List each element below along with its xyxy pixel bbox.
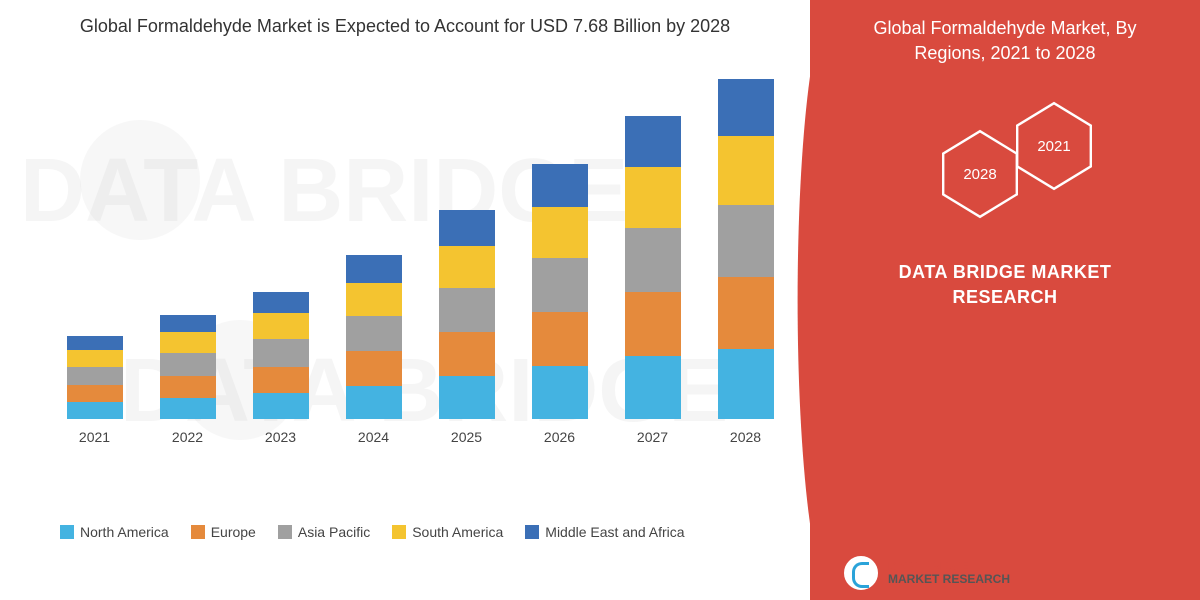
legend-swatch [278,525,292,539]
bar-stack [532,164,588,419]
hex-label: 2028 [963,166,996,183]
legend-label: Asia Pacific [298,524,370,540]
bar-segment [625,356,681,419]
bar-category-label: 2024 [358,429,389,445]
bar-segment [160,332,216,353]
bar-column: 2027 [620,116,685,445]
bar-segment [718,136,774,205]
legend-item: South America [392,524,503,540]
legend-label: Europe [211,524,256,540]
bar-segment [346,255,402,283]
bar-stack [718,79,774,419]
brand-text: DATA BRIDGE MARKET RESEARCH [810,260,1200,310]
bar-segment [718,277,774,348]
bar-stack [625,116,681,419]
legend-item: Europe [191,524,256,540]
hex-badge-2028: 2028 [940,128,1020,220]
brand-line: DATA BRIDGE MARKET [810,260,1200,285]
legend-item: Middle East and Africa [525,524,684,540]
bar-stack [439,210,495,419]
bar-segment [67,367,123,385]
bar-segment [67,385,123,402]
bar-column: 2028 [713,79,778,445]
bar-stack [67,336,123,419]
bar-column: 2023 [248,292,313,445]
bar-segment [67,336,123,349]
legend-label: North America [80,524,169,540]
bar-column: 2022 [155,315,220,445]
footer-logo: DATA BRIDGE MARKET RESEARCH [842,554,1010,592]
bar-category-label: 2022 [172,429,203,445]
bar-segment [439,332,495,376]
bar-segment [532,366,588,419]
right-panel: Global Formaldehyde Market, By Regions, … [810,0,1200,600]
bar-category-label: 2025 [451,429,482,445]
hex-badge-2021: 2021 [1014,100,1094,192]
bar-segment [253,393,309,419]
bar-segment [253,339,309,367]
bar-segment [253,292,309,313]
chart-title: Global Formaldehyde Market is Expected t… [0,0,810,39]
chart-panel: Global Formaldehyde Market is Expected t… [0,0,810,600]
legend-swatch [392,525,406,539]
bar-segment [346,386,402,419]
bar-segment [67,402,123,419]
bar-segment [718,349,774,419]
bar-stack [253,292,309,419]
bar-segment [532,312,588,365]
bar-segment [439,288,495,333]
bar-segment [160,353,216,376]
bar-segment [67,350,123,367]
bar-segment [718,79,774,136]
bar-segment [346,351,402,385]
bar-segment [532,164,588,207]
bar-segment [532,258,588,312]
bar-segment [160,376,216,398]
bar-stack [160,315,216,419]
bar-segment [346,316,402,351]
chart-area: 2021 2022 2023 2024 2025 2026 2027 2028 [50,95,790,475]
bar-segment [160,315,216,332]
legend-item: North America [60,524,169,540]
bar-segment [625,116,681,166]
logo-line: MARKET RESEARCH [888,573,1010,586]
logo-icon [842,554,880,592]
bar-column: 2024 [341,255,406,445]
bar-column: 2025 [434,210,499,445]
bar-stack [346,255,402,419]
legend-swatch [191,525,205,539]
bar-segment [439,376,495,419]
bar-segment [253,313,309,339]
legend-swatch [525,525,539,539]
bar-column: 2026 [527,164,592,445]
legend-label: Middle East and Africa [545,524,684,540]
chart-legend: North America Europe Asia Pacific South Ame… [60,524,685,540]
bar-segment [160,398,216,419]
bar-category-label: 2028 [730,429,761,445]
hex-label: 2021 [1037,138,1070,155]
bar-segment [625,292,681,356]
bar-category-label: 2023 [265,429,296,445]
bar-segment [718,205,774,277]
bar-segment [439,246,495,288]
bar-category-label: 2021 [79,429,110,445]
logo-text: DATA BRIDGE MARKET RESEARCH [888,560,1010,586]
bar-segment [625,228,681,293]
bar-category-label: 2026 [544,429,575,445]
right-panel-title: Global Formaldehyde Market, By Regions, … [810,0,1200,66]
bar-segment [532,207,588,258]
brand-line: RESEARCH [810,285,1200,310]
legend-item: Asia Pacific [278,524,370,540]
bar-segment [439,210,495,245]
bar-segment [625,167,681,228]
legend-swatch [60,525,74,539]
legend-label: South America [412,524,503,540]
bar-segment [346,283,402,316]
bar-column: 2021 [62,336,127,445]
bar-category-label: 2027 [637,429,668,445]
bar-segment [253,367,309,394]
